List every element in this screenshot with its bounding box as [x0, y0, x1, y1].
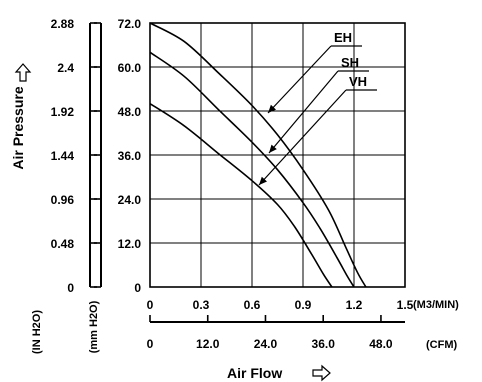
y-tick-label-mmh2o: 24.0	[118, 193, 142, 207]
y-unit-mmh2o-label: (mm H2O)	[88, 300, 100, 353]
y-axis-title: Air Pressure	[10, 86, 26, 169]
y-unit-inh2o-label: (IN H2O)	[31, 310, 43, 354]
series-labels: EH SH VH	[258, 30, 377, 186]
x-unit-m3min-label: (M3/MIN)	[413, 299, 459, 311]
y-tick-label-mmh2o: 48.0	[118, 105, 142, 119]
y-tick-label-inh2o: 2.4	[57, 61, 74, 75]
y-tick-label-inh2o: 1.92	[51, 105, 75, 119]
y-tick-label-inh2o: 2.88	[51, 17, 75, 31]
x-tick-label-cfm: 0	[147, 337, 154, 351]
x-tick-label-m3min: 0.6	[244, 298, 261, 312]
plot-frame	[149, 22, 406, 288]
y-tick-label-inh2o: 0	[67, 281, 74, 295]
x-tick-label-m3min: 0.9	[295, 298, 312, 312]
x-axis-arrow-icon	[312, 364, 331, 382]
x-unit-cfm-label: (CFM)	[426, 339, 457, 351]
y-tick-label-mmh2o: 60.0	[118, 61, 142, 75]
x-axis-cfm: 0 12.0 24.0 36.0 48.0	[147, 315, 405, 351]
x-tick-label-m3min: 0	[147, 298, 154, 312]
y-axis-arrow-icon	[14, 63, 32, 82]
y-tick-label-mmh2o: 0	[134, 281, 141, 295]
plot-border	[149, 22, 406, 288]
series-label-vh: VH	[349, 74, 367, 89]
x-tick-label-cfm: 12.0	[196, 337, 220, 351]
series-line-vh	[149, 103, 333, 288]
y-tick-label-mmh2o: 72.0	[118, 17, 142, 31]
x-axis-m3min: 0 0.3 0.6 0.9 1.2 1.5	[147, 298, 414, 312]
arrowhead-icon	[269, 144, 277, 153]
x-tick-label-cfm: 36.0	[312, 337, 336, 351]
y-axis-mmh2o: 0 12.0 24.0 36.0 48.0 60.0 72.0	[94, 17, 141, 295]
y-tick-label-inh2o: 0.96	[51, 193, 75, 207]
x-tick-label-m3min: 0.3	[193, 298, 210, 312]
series-leader-line	[258, 89, 347, 186]
series-line-sh	[149, 51, 355, 288]
grid	[150, 23, 405, 287]
series-label-eh: EH	[334, 30, 352, 45]
y-tick-label-mmh2o: 12.0	[118, 237, 142, 251]
x-tick-label-cfm: 24.0	[254, 337, 278, 351]
y-tick-label-inh2o: 0.48	[51, 237, 75, 251]
x-tick-label-m3min: 1.5	[397, 298, 414, 312]
x-tick-label-cfm: 48.0	[369, 337, 393, 351]
x-axis-title: Air Flow	[227, 365, 282, 381]
series-leader-line	[267, 45, 332, 114]
series-leader-line	[268, 70, 339, 154]
y-tick-label-mmh2o: 36.0	[118, 149, 142, 163]
arrowhead-icon	[268, 104, 276, 113]
series-label-sh: SH	[341, 55, 359, 70]
x-tick-label-m3min: 1.2	[346, 298, 363, 312]
y-tick-label-inh2o: 1.44	[51, 149, 75, 163]
y-axis-inh2o: 0 0.48 0.96 1.44 1.92 2.4 2.88	[51, 17, 97, 295]
arrowhead-icon	[259, 176, 267, 185]
